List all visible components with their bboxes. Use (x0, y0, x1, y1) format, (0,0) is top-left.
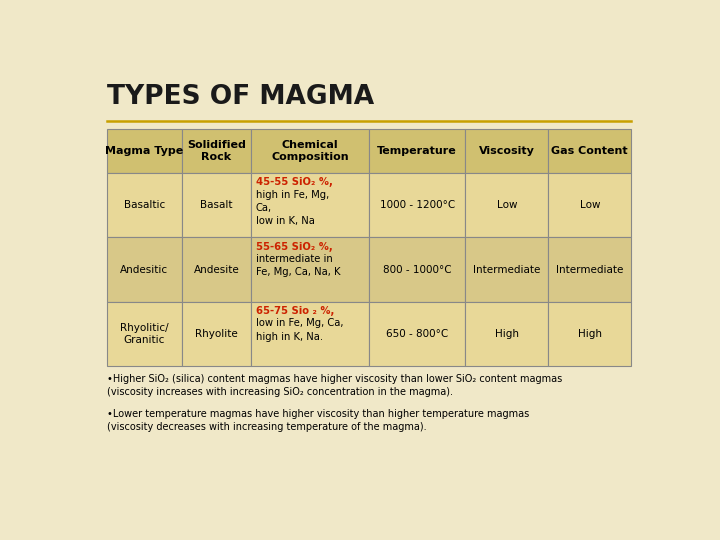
Text: Low: Low (580, 200, 600, 210)
Text: Intermediate: Intermediate (473, 265, 541, 274)
Text: High: High (495, 329, 519, 339)
Text: Andesite: Andesite (194, 265, 239, 274)
Text: Viscosity: Viscosity (479, 146, 535, 156)
Bar (107, 302, 181, 366)
Bar (181, 173, 251, 238)
Bar (251, 302, 369, 366)
Text: TYPES OF MAGMA: TYPES OF MAGMA (107, 84, 374, 110)
Text: high in Fe, Mg,
Ca,
low in K, Na: high in Fe, Mg, Ca, low in K, Na (256, 190, 329, 226)
Bar (369, 173, 465, 238)
Bar (107, 173, 181, 238)
Text: 650 - 800°C: 650 - 800°C (386, 329, 449, 339)
Text: Solidified
Rock: Solidified Rock (187, 140, 246, 162)
Text: Basaltic: Basaltic (124, 200, 165, 210)
Bar (549, 302, 631, 366)
Text: Intermediate: Intermediate (556, 265, 624, 274)
Bar (251, 129, 369, 173)
Text: intermediate in
Fe, Mg, Ca, Na, K: intermediate in Fe, Mg, Ca, Na, K (256, 254, 341, 277)
Bar (549, 129, 631, 173)
Bar (465, 302, 549, 366)
Text: 55-65 SiO₂ %,: 55-65 SiO₂ %, (256, 241, 333, 252)
Text: Andesitic: Andesitic (120, 265, 168, 274)
Bar (369, 238, 465, 302)
Text: 45-55 SiO₂ %,: 45-55 SiO₂ %, (256, 177, 333, 187)
Text: Magma Type: Magma Type (105, 146, 184, 156)
Bar (181, 238, 251, 302)
Text: Rhyolitic/
Granitic: Rhyolitic/ Granitic (120, 323, 168, 345)
Bar (465, 173, 549, 238)
Text: Chemical
Composition: Chemical Composition (271, 140, 349, 162)
Bar (369, 129, 465, 173)
Text: 1000 - 1200°C: 1000 - 1200°C (379, 200, 455, 210)
Bar (251, 173, 369, 238)
Bar (369, 302, 465, 366)
Text: 800 - 1000°C: 800 - 1000°C (383, 265, 451, 274)
Bar (465, 129, 549, 173)
Bar (549, 238, 631, 302)
Text: Basalt: Basalt (200, 200, 233, 210)
Text: High: High (577, 329, 602, 339)
Text: •Higher SiO₂ (silica) content magmas have higher viscosity than lower SiO₂ conte: •Higher SiO₂ (silica) content magmas hav… (107, 374, 562, 397)
Bar (549, 173, 631, 238)
Text: low in Fe, Mg, Ca,
high in K, Na.: low in Fe, Mg, Ca, high in K, Na. (256, 319, 343, 342)
Bar (107, 129, 181, 173)
Text: •Lower temperature magmas have higher viscosity than higher temperature magmas
(: •Lower temperature magmas have higher vi… (107, 409, 529, 433)
Text: 65-75 Sio ₂ %,: 65-75 Sio ₂ %, (256, 306, 334, 316)
Bar (181, 129, 251, 173)
Text: Gas Content: Gas Content (552, 146, 628, 156)
Bar (107, 238, 181, 302)
Bar (251, 238, 369, 302)
Bar (181, 302, 251, 366)
Bar (465, 238, 549, 302)
Text: Temperature: Temperature (377, 146, 457, 156)
Text: Low: Low (497, 200, 517, 210)
Text: Rhyolite: Rhyolite (195, 329, 238, 339)
